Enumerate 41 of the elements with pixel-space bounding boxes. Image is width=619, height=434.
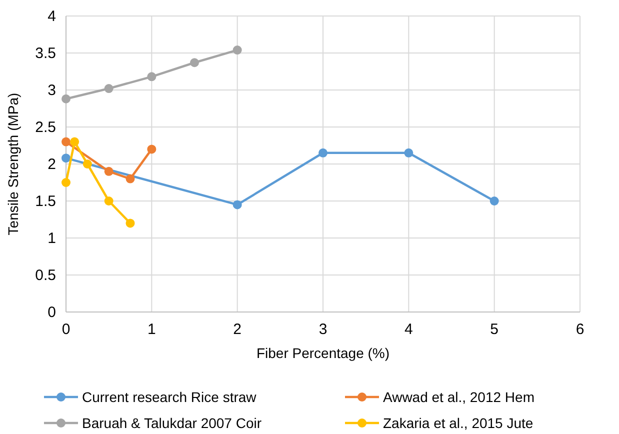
point: [62, 178, 70, 187]
point: [490, 196, 499, 206]
y-tick-label: 1.5: [35, 193, 56, 210]
point: [232, 200, 242, 210]
y-tick-label: 4: [48, 8, 56, 25]
legend-label: Baruah & Talukdar 2007 Coir: [82, 415, 262, 431]
point: [232, 46, 242, 55]
point: [62, 154, 70, 163]
point: [318, 148, 328, 158]
legend-label: Current research Rice straw: [82, 389, 258, 405]
x-axis-title: Fiber Percentage (%): [256, 345, 390, 361]
y-tick-label: 2.5: [35, 119, 56, 136]
x-tick-label: 1: [147, 321, 156, 338]
x-tick-label: 5: [490, 321, 499, 338]
x-tick-label: 4: [404, 321, 413, 338]
x-tick-label: 6: [576, 321, 584, 338]
point: [62, 137, 70, 146]
x-tick-label: 2: [233, 321, 242, 338]
y-tick-label: 0: [48, 304, 56, 321]
legend-label: Zakaria et al., 2015 Jute: [383, 415, 534, 431]
y-tick-label: 3.5: [35, 45, 56, 62]
point: [82, 160, 92, 168]
legend-label: Awwad et al., 2012 Hem: [383, 389, 534, 405]
x-tick-label: 0: [62, 321, 70, 338]
y-tick-label: 2: [48, 156, 56, 173]
point: [190, 58, 199, 68]
point: [104, 166, 114, 176]
point: [104, 84, 114, 94]
point: [70, 137, 80, 146]
point: [126, 174, 135, 184]
point: [104, 196, 114, 206]
point: [147, 144, 156, 154]
point: [147, 72, 156, 82]
x-tick-label: 3: [318, 321, 328, 338]
y-axis-title: Tensile Strength (MPa): [5, 92, 21, 236]
y-tick-label: 1: [48, 230, 56, 247]
point: [404, 148, 414, 158]
point: [62, 94, 70, 104]
point: [126, 218, 135, 228]
y-tick-label: 0.5: [35, 267, 56, 284]
y-tick-label: 3: [48, 82, 56, 99]
